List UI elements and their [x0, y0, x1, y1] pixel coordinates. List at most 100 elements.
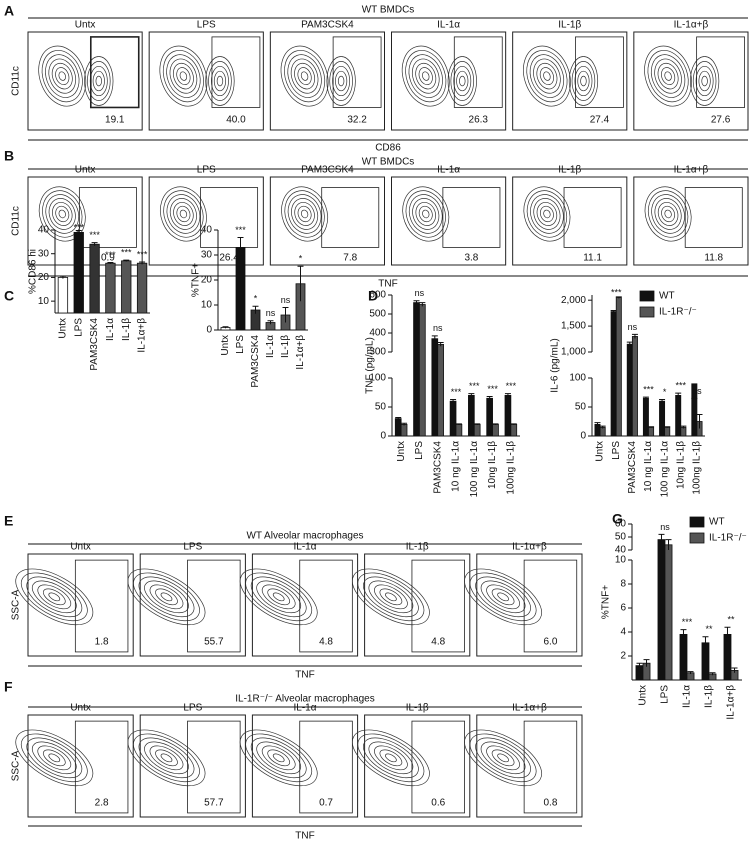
contour: [149, 745, 184, 771]
y-tick-label: 600: [369, 290, 386, 301]
contour: [42, 588, 66, 606]
contour: [272, 753, 285, 763]
contours: [464, 568, 542, 626]
contour: [48, 753, 61, 763]
contours: [38, 186, 86, 242]
contour: [357, 733, 425, 783]
bar: [657, 539, 666, 681]
contour: [127, 568, 206, 626]
plot-label: LPS: [197, 20, 216, 31]
error-bar: [702, 636, 709, 649]
significance: ***: [451, 387, 462, 397]
significance: ns: [266, 308, 276, 318]
panel-letter: B: [4, 148, 14, 164]
gate-value: 11.1: [583, 253, 602, 264]
bar: [455, 423, 463, 437]
error-bar: [492, 423, 499, 425]
significance: ***: [682, 617, 693, 627]
gate: [411, 720, 465, 814]
significance: ns: [692, 386, 702, 396]
contour: [654, 198, 682, 230]
contour: [475, 737, 531, 779]
gate-value: 0.8: [543, 798, 557, 809]
significance: ***: [469, 381, 480, 391]
x-tick-label: IL-1α+β: [295, 335, 306, 370]
gate: [187, 720, 241, 814]
error-bar: [643, 659, 650, 667]
bar: [468, 394, 475, 437]
gate-value: 7.8: [343, 253, 357, 264]
gate: [321, 187, 380, 248]
y-tick-label: 100: [369, 373, 386, 384]
error-bar: [510, 423, 517, 425]
gate: [523, 720, 578, 814]
error-bar: [731, 667, 738, 673]
y-axis-label: CD11c: [11, 66, 22, 96]
plot-label: PAM3CSK4: [301, 165, 354, 176]
contour: [20, 572, 88, 622]
plot-frame: [476, 714, 583, 818]
contour: [38, 186, 86, 242]
plot-label: IL-1α: [437, 20, 460, 31]
significance: ***: [235, 225, 246, 235]
contour: [352, 568, 430, 626]
significance: *: [299, 254, 303, 264]
y-tick-label: 2,000: [561, 295, 586, 306]
contour: [405, 190, 446, 238]
contour: [26, 576, 83, 618]
significance: ***: [676, 380, 687, 390]
x-tick-label: Untx: [595, 441, 606, 462]
contour: [526, 50, 568, 103]
error-bar: [631, 333, 638, 339]
error-bar: [665, 539, 672, 550]
contour: [155, 588, 178, 606]
error-bar: [687, 671, 694, 674]
y-axis-label: SSC-A: [11, 589, 22, 620]
y-tick-label: 0: [206, 325, 212, 336]
contour: [179, 209, 188, 219]
gate: [684, 187, 743, 248]
contour: [169, 58, 198, 94]
bar: [486, 397, 493, 437]
contour: [405, 50, 447, 103]
contour: [497, 592, 509, 602]
gate: [453, 36, 503, 108]
contour: [529, 54, 565, 98]
significance: ns: [415, 288, 425, 298]
contour: [37, 745, 72, 771]
error-bar: [431, 335, 438, 342]
bar: [492, 423, 499, 437]
contours: [280, 45, 356, 107]
gate-value: 27.4: [590, 115, 610, 126]
contour: [208, 61, 232, 101]
y-tick-label: 10: [38, 296, 50, 307]
contour: [37, 584, 72, 610]
contour: [169, 198, 197, 230]
plot-frame: [27, 31, 143, 131]
plot-label: LPS: [197, 165, 216, 176]
contour: [300, 71, 309, 81]
y-tick-label: 0: [380, 431, 386, 442]
x-tick-label: IL-1α+β: [726, 685, 737, 720]
bar: [675, 394, 682, 437]
x-axis-label: TNF: [295, 670, 314, 681]
error-bar: [648, 426, 655, 428]
error-bar: [401, 422, 408, 426]
significance: ***: [121, 247, 132, 257]
significance: ***: [73, 222, 84, 232]
y-axis-label: TNF (pg/mL): [365, 337, 376, 394]
legend-swatch: [689, 516, 705, 528]
error-bar: [675, 392, 682, 398]
plot-label: Untx: [70, 542, 91, 553]
bar: [679, 634, 688, 681]
contour: [280, 45, 329, 107]
contour: [402, 186, 450, 242]
significance: ns: [628, 322, 638, 332]
legend-label: IL-1R⁻/⁻: [709, 533, 747, 544]
gate-value: 6.0: [543, 637, 557, 648]
contour: [526, 190, 568, 238]
contour: [701, 75, 708, 87]
error-bar: [599, 425, 606, 429]
contour: [647, 190, 689, 238]
contour: [539, 67, 554, 86]
